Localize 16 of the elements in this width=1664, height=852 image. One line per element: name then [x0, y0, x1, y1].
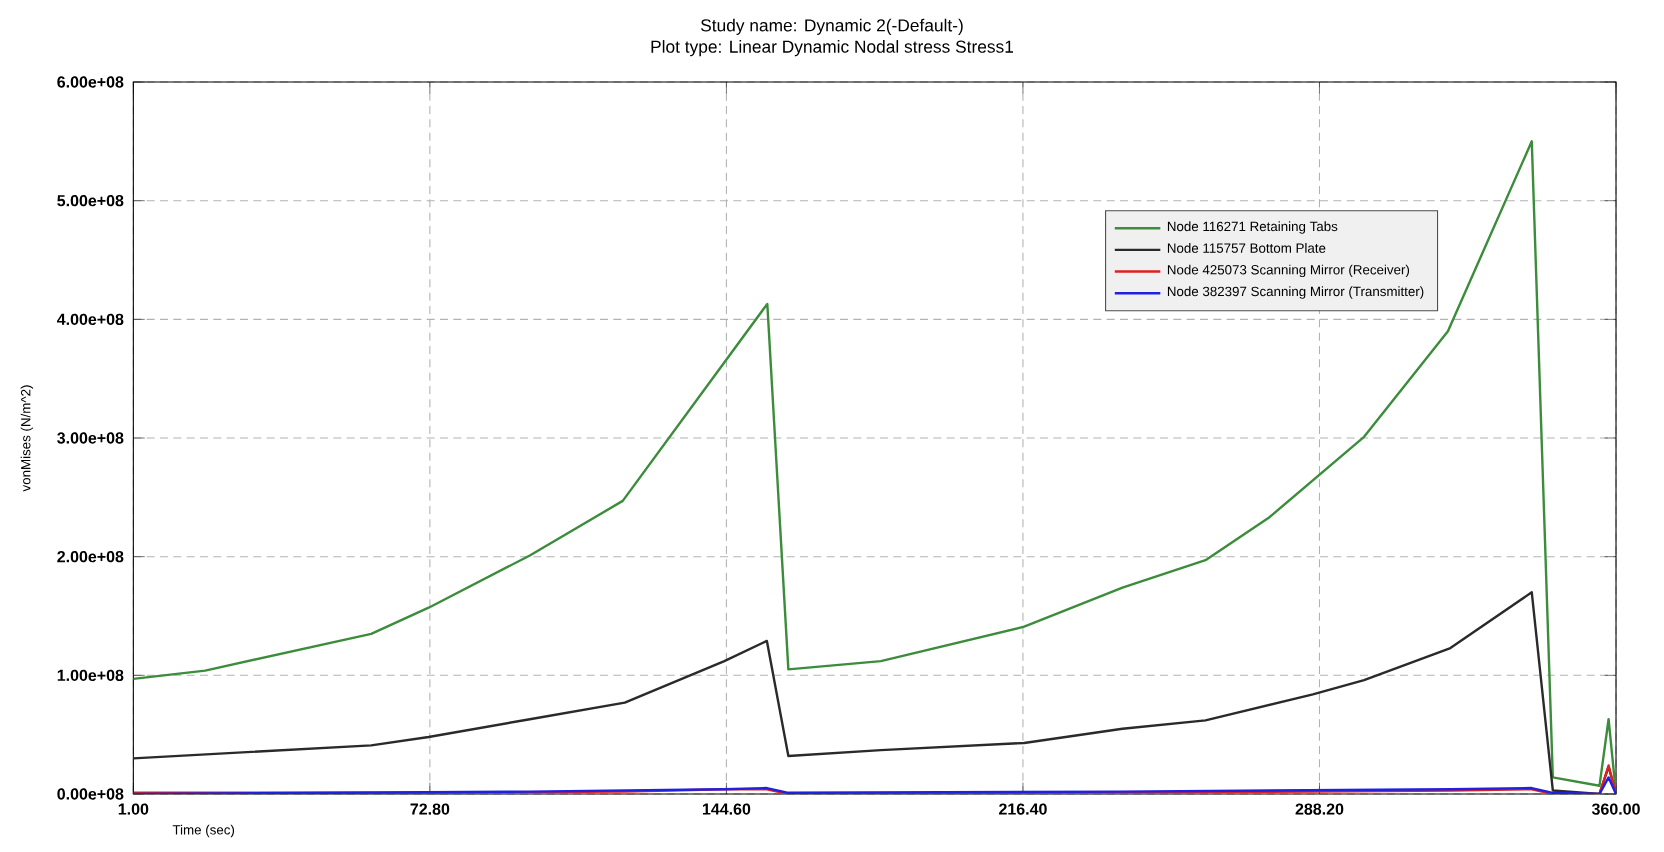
x-tick-label: 360.00 [1591, 803, 1640, 815]
y-tick-label: 6.00e+08 [57, 76, 124, 88]
x-tick-label: 72.80 [410, 803, 450, 815]
x-tick-label: 1.00 [118, 803, 149, 815]
x-tick-label: 216.40 [999, 803, 1047, 815]
y-tick-label: 1.00e+08 [57, 669, 124, 682]
x-tick-label: 288.20 [1295, 803, 1344, 815]
y-tick-label: 0.00e+08 [57, 788, 124, 800]
y-tick-label: 3.00e+08 [57, 432, 124, 444]
chart-subtitle: Plot type: Linear Dynamic Nodal stress Stress1 [651, 40, 1014, 57]
line-series [133, 776, 1617, 794]
y-tick-label: 5.00e+08 [57, 195, 124, 207]
y-tick-label: 2.00e+08 [57, 551, 124, 563]
x-tick-label: 144.60 [702, 803, 751, 815]
chart-title: Study name: Dynamic 2(-Default-) [700, 18, 963, 35]
y-tick-label: 4.00e+08 [56, 313, 124, 326]
